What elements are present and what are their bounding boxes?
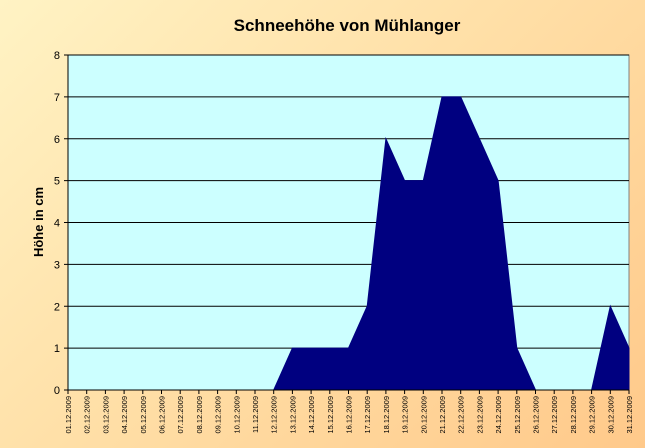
x-tick-label: 24.12.2009: [494, 396, 503, 434]
x-tick-label: 09.12.2009: [214, 396, 223, 434]
chart-title: Schneehöhe von Mühlanger: [234, 16, 461, 35]
x-tick-label: 28.12.2009: [569, 396, 578, 434]
x-tick-label: 22.12.2009: [457, 396, 466, 434]
y-tick-label: 1: [54, 343, 60, 355]
x-tick-label: 13.12.2009: [288, 396, 297, 434]
x-tick-label: 18.12.2009: [382, 396, 391, 434]
x-tick-label: 10.12.2009: [232, 396, 241, 434]
x-tick-label: 29.12.2009: [588, 396, 597, 434]
x-tick-label: 08.12.2009: [195, 396, 204, 434]
x-tick-label: 14.12.2009: [307, 396, 316, 434]
y-tick-label: 7: [54, 92, 60, 104]
x-tick-label: 06.12.2009: [158, 396, 167, 434]
gridlines: [68, 54, 629, 349]
y-tick-label: 2: [54, 301, 60, 313]
x-tick-label: 07.12.2009: [176, 396, 185, 434]
x-tick-label: 03.12.2009: [101, 396, 110, 434]
x-tick-labels: 01.12.2009 02.12.2009 03.12.2009 04.12.2009…: [64, 390, 634, 434]
y-axis-label: Höhe in cm: [31, 187, 46, 257]
y-tick-label: 4: [54, 218, 60, 230]
x-tick-label: 05.12.2009: [139, 396, 148, 434]
y-tick-label: 8: [54, 50, 60, 62]
x-tick-label: 16.12.2009: [345, 396, 354, 434]
x-tick-label: 20.12.2009: [419, 396, 428, 434]
x-tick-label: 15.12.2009: [326, 396, 335, 434]
x-tick-label: 11.12.2009: [251, 396, 260, 433]
y-tick-label: 5: [54, 176, 60, 188]
x-tick-label: 01.12.2009: [64, 396, 73, 434]
x-tick-label: 27.12.2009: [550, 396, 559, 434]
x-tick-label: 17.12.2009: [363, 396, 372, 434]
y-tick-label: 6: [54, 134, 60, 146]
y-tick-label: 0: [54, 385, 60, 397]
x-tick-label: 23.12.2009: [475, 396, 484, 434]
x-tick-label: 21.12.2009: [438, 396, 447, 434]
x-tick-label: 12.12.2009: [270, 396, 279, 434]
x-tick-label: 19.12.2009: [401, 396, 410, 434]
x-tick-label: 04.12.2009: [120, 396, 129, 434]
x-tick-label: 02.12.2009: [83, 396, 92, 434]
y-tick-labels: 0 1 2 3 4 5 6 7 8: [54, 50, 68, 397]
x-tick-label: 25.12.2009: [513, 396, 522, 434]
x-tick-label: 26.12.2009: [532, 396, 541, 434]
y-tick-label: 3: [54, 259, 60, 271]
x-tick-label: 30.12.2009: [606, 396, 615, 434]
x-tick-label: 31.12.2009: [625, 396, 634, 434]
